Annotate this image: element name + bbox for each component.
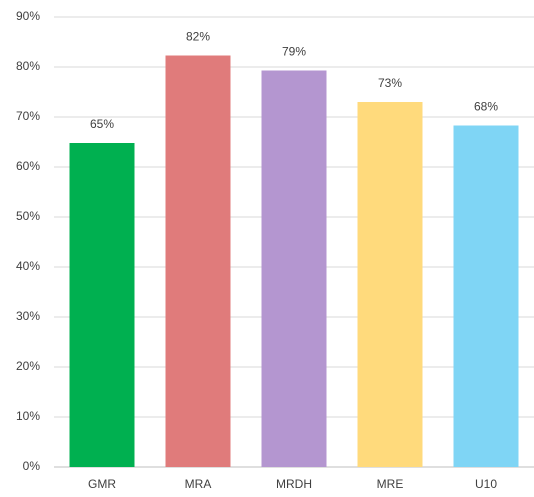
y-tick-label: 80% [16, 59, 40, 73]
x-tick-label: MRE [377, 477, 404, 491]
y-tick-label: 50% [16, 209, 40, 223]
y-tick-label: 90% [16, 9, 40, 23]
bar [357, 102, 423, 467]
y-tick-label: 70% [16, 109, 40, 123]
x-tick-label: MRDH [276, 477, 312, 491]
bar [165, 55, 231, 467]
y-tick-label: 20% [16, 359, 40, 373]
x-tick-label: GMR [88, 477, 116, 491]
y-tick-label: 40% [16, 259, 40, 273]
bar [453, 125, 519, 467]
data-label: 79% [282, 45, 306, 59]
bar [69, 143, 135, 467]
data-label: 68% [474, 100, 498, 114]
x-tick-label: MRA [185, 477, 212, 491]
y-tick-label: 0% [23, 459, 41, 473]
data-label: 65% [90, 117, 114, 131]
x-tick-label: U10 [475, 477, 497, 491]
y-tick-label: 60% [16, 159, 40, 173]
data-label: 82% [186, 30, 210, 44]
y-tick-label: 30% [16, 309, 40, 323]
data-label: 73% [378, 76, 402, 90]
y-tick-label: 10% [16, 409, 40, 423]
bar [261, 70, 327, 467]
